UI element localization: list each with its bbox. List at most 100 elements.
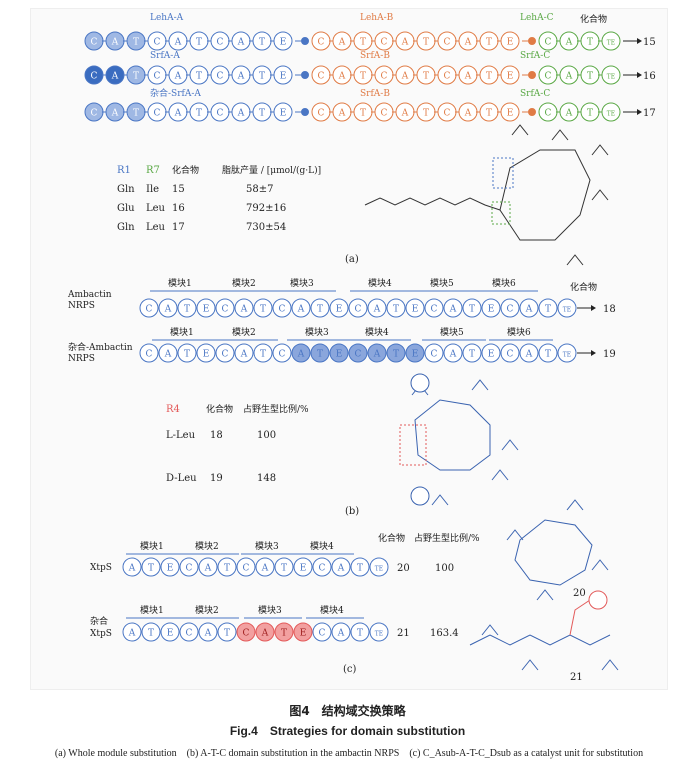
side-chain [501, 439, 519, 451]
domain-letter: E [412, 305, 419, 315]
module-title: 模块4 [320, 604, 344, 616]
side-chain [431, 494, 449, 506]
phenyl-ring [588, 590, 608, 610]
domain-E [500, 102, 520, 122]
domain-letter: E [488, 305, 495, 315]
module-title: 模块3 [258, 604, 282, 616]
domain-letter: T [469, 350, 475, 360]
structure-label: 21 [570, 672, 583, 683]
domain-letter: T [587, 109, 593, 119]
domain-T [274, 557, 294, 577]
domain-A [122, 622, 142, 642]
domain-letter: E [412, 350, 419, 360]
domain-letter: C [318, 109, 325, 119]
module-title: 模块3 [305, 326, 329, 338]
domain-A [291, 343, 311, 363]
figure-canvas: C A T C A T C A T E C A T C A T C A T E C A T TEC A T C A T C A T E C A T C A… [67, 13, 656, 683]
domain-letter: A [373, 350, 381, 360]
caption-english: Fig.4 Strategies for domain substitution [229, 724, 466, 738]
lipid-tail [364, 197, 501, 211]
domain-letter: T [317, 350, 323, 360]
domain-letter: C [279, 350, 286, 360]
table-cell: 100 [257, 430, 276, 441]
domain-E [500, 65, 520, 85]
ratio-value: 163.4 [430, 628, 459, 639]
side-chain [506, 529, 524, 541]
domain-letter: E [336, 350, 343, 360]
module-label: SrfA-A [150, 51, 180, 61]
domain-letter: A [237, 38, 245, 48]
domain-letter: C [444, 72, 451, 82]
ring-path [514, 519, 593, 586]
table-cell: 18 [210, 430, 223, 441]
domain-letter: A [337, 629, 345, 639]
linker-dot [528, 71, 536, 79]
module-title: 模块3 [290, 277, 314, 289]
compound-20-structure [506, 499, 609, 601]
domain-letter: C [355, 305, 362, 315]
domain-A [443, 343, 463, 363]
domain-T [310, 298, 330, 318]
nrps-label: XtpS [90, 629, 112, 639]
domain-letter: C [318, 38, 325, 48]
domain-letter: C [154, 38, 161, 48]
domain-A [367, 343, 387, 363]
domain-T [177, 343, 197, 363]
table-header: R1 [117, 165, 131, 176]
compound-header: 化合物 [570, 281, 597, 293]
domain-A [367, 298, 387, 318]
domain-letter: T [486, 109, 492, 119]
table-cell: Leu [146, 203, 166, 214]
module-title: 模块1 [140, 540, 164, 552]
domain-A [122, 557, 142, 577]
domain-letter: T [360, 109, 366, 119]
domain-letter: E [203, 350, 210, 360]
domain-letter: A [565, 38, 573, 48]
domain-letter: T [224, 564, 230, 574]
compound-number: 17 [643, 108, 656, 119]
domain-letter: A [261, 629, 269, 639]
domain-letter: C [154, 72, 161, 82]
domain-letter: TE [563, 307, 571, 314]
domain-letter: T [486, 72, 492, 82]
domain-letter: T [259, 109, 265, 119]
domain-letter: C [507, 350, 514, 360]
domain-T [253, 343, 273, 363]
domain-A [331, 622, 351, 642]
domain-letter: A [111, 109, 119, 119]
linker-dot [301, 108, 309, 116]
domain-letter: A [261, 564, 269, 574]
domain-letter: A [128, 564, 136, 574]
compound-number: 16 [643, 71, 656, 82]
compound-number: 19 [603, 349, 616, 360]
module-label: LehA-B [360, 13, 394, 23]
domain-letter: A [401, 38, 409, 48]
domain-letter: T [260, 350, 266, 360]
table-cell: 15 [172, 184, 185, 195]
domain-C [236, 622, 256, 642]
table-header: R4 [166, 404, 180, 415]
domain-A [198, 557, 218, 577]
table-cell: 792±16 [246, 203, 286, 214]
domain-A [158, 343, 178, 363]
side-chain [471, 379, 489, 391]
domain-TE [601, 65, 621, 85]
domain-letter: T [469, 305, 475, 315]
domain-letter: E [507, 109, 514, 119]
domain-letter: T [360, 38, 366, 48]
module-title: 模块4 [310, 540, 334, 552]
linker-dot [301, 37, 309, 45]
nrps-label: 杂合 [90, 615, 108, 627]
domain-letter: A [337, 564, 345, 574]
table-cell: 730±54 [246, 222, 286, 233]
domain-C [179, 557, 199, 577]
side-chain [551, 129, 569, 141]
table-cell: Gln [117, 184, 135, 195]
module-label: SrfA-B [360, 51, 390, 61]
domain-letter: T [224, 629, 230, 639]
domain-letter: C [91, 38, 98, 48]
domain-letter: C [381, 38, 388, 48]
azido-chain [569, 599, 591, 636]
domain-letter: C [217, 109, 224, 119]
domain-letter: C [318, 72, 325, 82]
